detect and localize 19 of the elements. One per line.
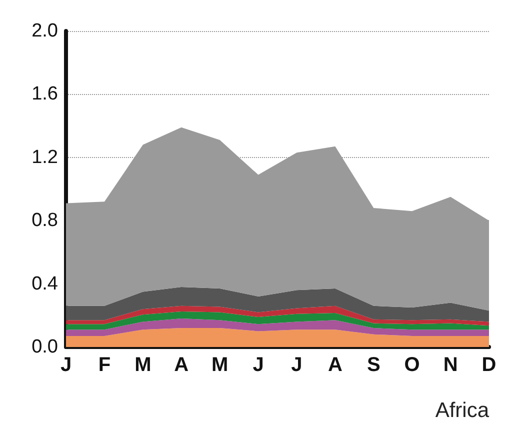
- y-tick-label: 1.6: [32, 84, 58, 105]
- x-tick-label: F: [98, 354, 111, 376]
- y-tick-label: 1.2: [32, 146, 58, 168]
- y-tick-label: 2.0: [32, 20, 58, 42]
- y-tick-label: 0.0: [32, 336, 58, 358]
- x-tick-label: J: [252, 354, 264, 376]
- text: Africa: [435, 399, 490, 422]
- x-tick-label: J: [291, 354, 302, 376]
- x-tick-label: A: [174, 354, 189, 376]
- x-tick-label: S: [366, 354, 380, 376]
- x-tick-label: O: [404, 354, 420, 376]
- x-tick-label: J: [60, 354, 72, 376]
- x-tick-label: D: [482, 354, 496, 376]
- x-tick-label: A: [328, 354, 342, 376]
- x-tick-label: M: [134, 354, 152, 376]
- y-tick-label: 0.8: [32, 210, 58, 232]
- x-tick-label: M: [211, 354, 228, 376]
- y-tick-label: 0.4: [32, 273, 58, 294]
- x-tick-label: N: [443, 354, 458, 376]
